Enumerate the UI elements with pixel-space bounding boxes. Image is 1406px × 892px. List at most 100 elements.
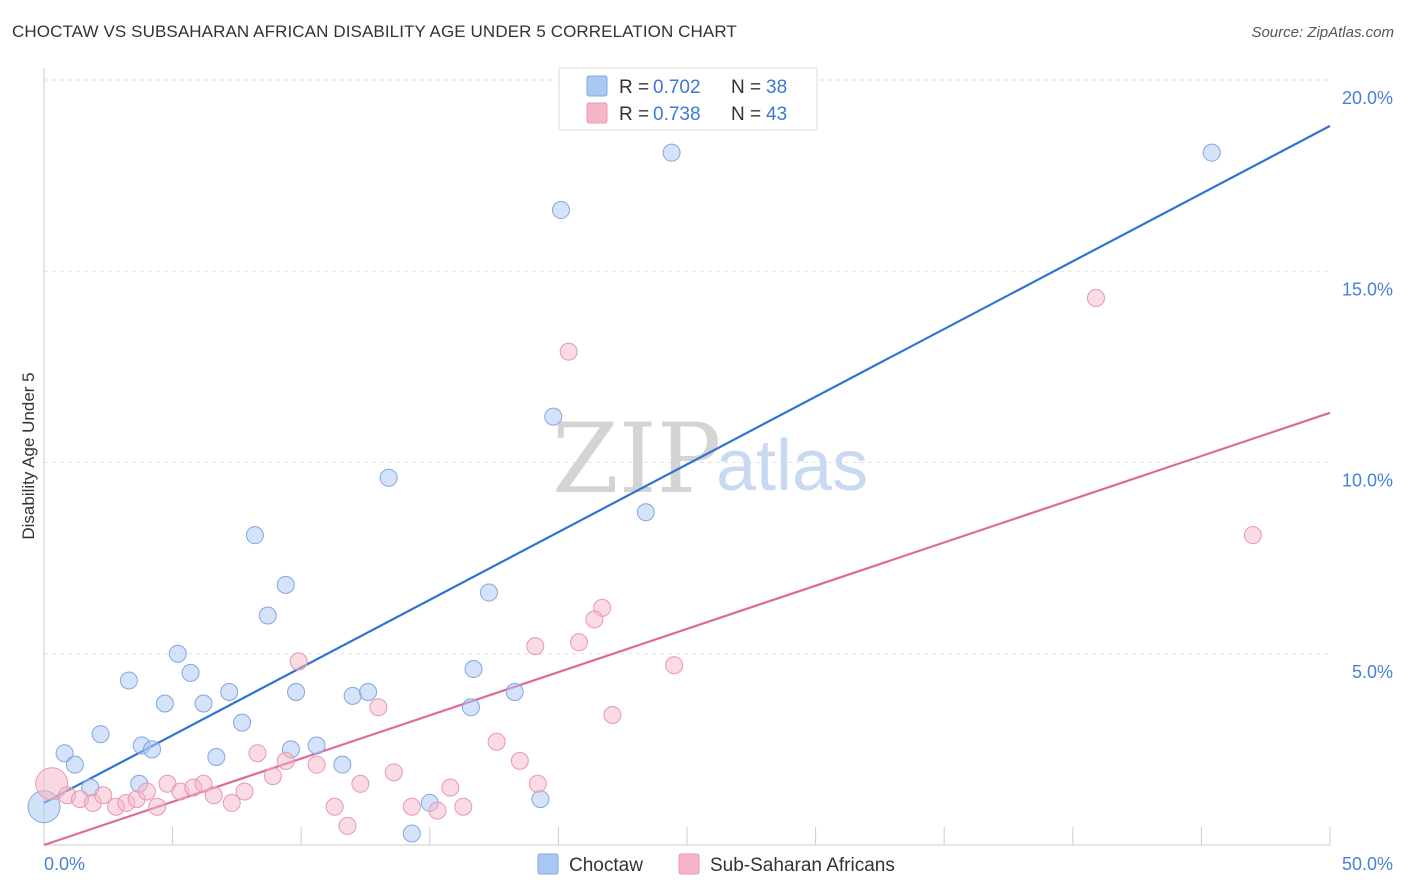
chart-title: CHOCTAW VS SUBSAHARAN AFRICAN DISABILITY… xyxy=(12,22,737,41)
legend-n-label: N = xyxy=(731,104,761,125)
choctaw-point xyxy=(544,407,563,426)
legend-n-label: N = xyxy=(731,77,761,98)
subsaharan-point xyxy=(585,610,604,629)
subsaharan-point xyxy=(428,801,447,820)
subsaharan-point xyxy=(384,763,403,782)
choctaw-point xyxy=(55,744,74,763)
subsaharan-point xyxy=(222,793,241,812)
choctaw-point xyxy=(91,725,110,744)
subsaharan-point xyxy=(510,751,529,770)
gridlines xyxy=(44,79,1330,655)
choctaw-point xyxy=(276,575,295,594)
choctaw-point xyxy=(245,526,264,545)
bottom-legend-swatch-choctaw xyxy=(537,853,559,875)
subsaharan-point xyxy=(441,778,460,797)
choctaw-point xyxy=(181,663,200,682)
choctaw-point xyxy=(479,583,498,602)
choctaw-point xyxy=(143,740,162,759)
bottom-legend: Choctaw Sub-Saharan Africans xyxy=(537,853,895,876)
subsaharan-point xyxy=(402,797,421,816)
watermark-atlas: atlas xyxy=(716,426,868,506)
y-tick-label: 10.0% xyxy=(1342,471,1393,491)
subsaharan-point xyxy=(235,782,254,801)
choctaw-point xyxy=(464,660,483,679)
watermark: ZIP atlas xyxy=(552,403,868,515)
subsaharan-point xyxy=(487,732,506,751)
x-tick-label: 0.0% xyxy=(44,854,85,874)
y-tick-label: 20.0% xyxy=(1342,88,1393,108)
subsaharan-point xyxy=(263,767,282,786)
choctaw-point xyxy=(343,686,362,705)
legend-r-label: R = xyxy=(619,77,649,98)
subsaharan-point xyxy=(276,751,295,770)
subsaharan-point xyxy=(569,633,588,652)
x-tick-label: 50.0% xyxy=(1342,854,1393,874)
subsaharan-point xyxy=(603,705,622,724)
top-legend: R = 0.702 N = 38 R = 0.738 N = 43 xyxy=(558,67,818,131)
subsaharan-point xyxy=(148,797,167,816)
bottom-legend-label-choctaw: Choctaw xyxy=(569,855,643,876)
choctaw-trend-line xyxy=(43,124,1331,804)
legend-swatch-subsaharan xyxy=(586,102,608,124)
choctaw-point xyxy=(551,201,570,220)
subsaharan-point xyxy=(1243,526,1262,545)
subsaharan-point xyxy=(194,774,213,793)
watermark-zip: ZIP xyxy=(552,403,721,515)
legend-n-value: 43 xyxy=(766,104,787,125)
choctaw-point xyxy=(155,694,174,713)
y-tick-label: 5.0% xyxy=(1352,662,1393,682)
subsaharan-point xyxy=(94,786,113,805)
subsaharan-point xyxy=(454,797,473,816)
choctaw-point xyxy=(461,698,480,717)
subsaharan-point xyxy=(137,782,156,801)
trend-lines xyxy=(43,124,1331,847)
choctaw-point xyxy=(207,748,226,767)
choctaw-point xyxy=(359,683,378,701)
choctaw-point xyxy=(258,606,277,625)
bottom-legend-label-subsaharan: Sub-Saharan Africans xyxy=(710,855,895,876)
choctaw-point xyxy=(65,755,84,774)
chart-source: Source: ZipAtlas.com xyxy=(1251,24,1394,41)
legend-r-value: 0.702 xyxy=(653,77,701,98)
y-tick-label: 15.0% xyxy=(1342,279,1393,299)
choctaw-point xyxy=(636,503,655,522)
axes xyxy=(43,68,1331,846)
choctaw-point xyxy=(287,683,306,701)
subsaharan-point xyxy=(351,774,370,793)
choctaw-point xyxy=(505,683,524,701)
data-points xyxy=(27,143,1262,843)
subsaharan-point xyxy=(526,637,545,656)
choctaw-point xyxy=(233,713,252,732)
choctaw-point xyxy=(402,824,421,843)
subsaharan-point xyxy=(289,652,308,671)
subsaharan-point xyxy=(559,342,578,361)
bottom-legend-swatch-subsaharan xyxy=(678,853,700,875)
choctaw-point xyxy=(333,755,352,774)
y-tick-labels: 5.0% 10.0% 15.0% 20.0% xyxy=(1342,88,1393,682)
choctaw-point xyxy=(662,143,681,162)
choctaw-point xyxy=(379,468,398,487)
choctaw-point xyxy=(194,694,213,713)
subsaharan-point xyxy=(338,816,357,835)
legend-swatch-choctaw xyxy=(586,75,608,97)
subsaharan-point xyxy=(1086,289,1105,308)
y-axis-label: Disability Age Under 5 xyxy=(19,372,38,539)
choctaw-point xyxy=(220,683,239,701)
legend-n-value: 38 xyxy=(766,77,787,98)
choctaw-point xyxy=(1202,143,1221,162)
subsaharan-point xyxy=(528,774,547,793)
choctaw-point xyxy=(307,736,326,755)
subsaharan-point xyxy=(665,656,684,675)
legend-r-value: 0.738 xyxy=(653,104,701,125)
subsaharan-trend-line xyxy=(43,411,1331,847)
x-tick-labels: 0.0% 50.0% xyxy=(44,854,1393,874)
subsaharan-point xyxy=(248,744,267,763)
choctaw-point xyxy=(531,790,550,809)
subsaharan-point xyxy=(204,786,223,805)
subsaharan-point xyxy=(369,698,388,717)
choctaw-point xyxy=(168,644,187,663)
choctaw-point xyxy=(119,671,138,690)
subsaharan-point xyxy=(325,797,344,816)
subsaharan-point xyxy=(307,755,326,774)
